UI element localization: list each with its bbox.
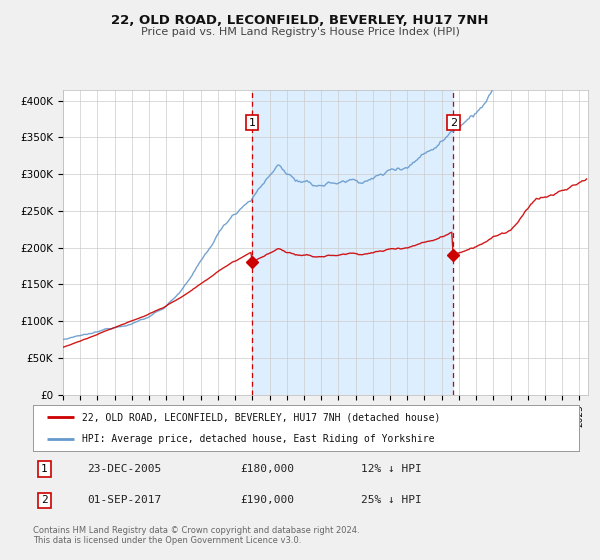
Bar	[252, 90, 453, 395]
Text: Contains HM Land Registry data © Crown copyright and database right 2024.: Contains HM Land Registry data © Crown c…	[33, 526, 359, 535]
Text: 22, OLD ROAD, LECONFIELD, BEVERLEY, HU17 7NH (detached house): 22, OLD ROAD, LECONFIELD, BEVERLEY, HU17…	[82, 412, 440, 422]
Text: This data is licensed under the Open Government Licence v3.0.: This data is licensed under the Open Gov…	[33, 536, 301, 545]
Text: £190,000: £190,000	[241, 496, 295, 506]
Text: 12% ↓ HPI: 12% ↓ HPI	[361, 464, 421, 474]
Text: 01-SEP-2017: 01-SEP-2017	[88, 496, 162, 506]
Text: 23-DEC-2005: 23-DEC-2005	[88, 464, 162, 474]
Text: 2: 2	[449, 118, 457, 128]
Text: 25% ↓ HPI: 25% ↓ HPI	[361, 496, 421, 506]
Text: 1: 1	[41, 464, 48, 474]
Text: £180,000: £180,000	[241, 464, 295, 474]
Text: 2: 2	[41, 496, 48, 506]
Text: HPI: Average price, detached house, East Riding of Yorkshire: HPI: Average price, detached house, East…	[82, 435, 434, 444]
Text: 22, OLD ROAD, LECONFIELD, BEVERLEY, HU17 7NH: 22, OLD ROAD, LECONFIELD, BEVERLEY, HU17…	[111, 14, 489, 27]
Text: Price paid vs. HM Land Registry's House Price Index (HPI): Price paid vs. HM Land Registry's House …	[140, 27, 460, 37]
Text: 1: 1	[248, 118, 256, 128]
